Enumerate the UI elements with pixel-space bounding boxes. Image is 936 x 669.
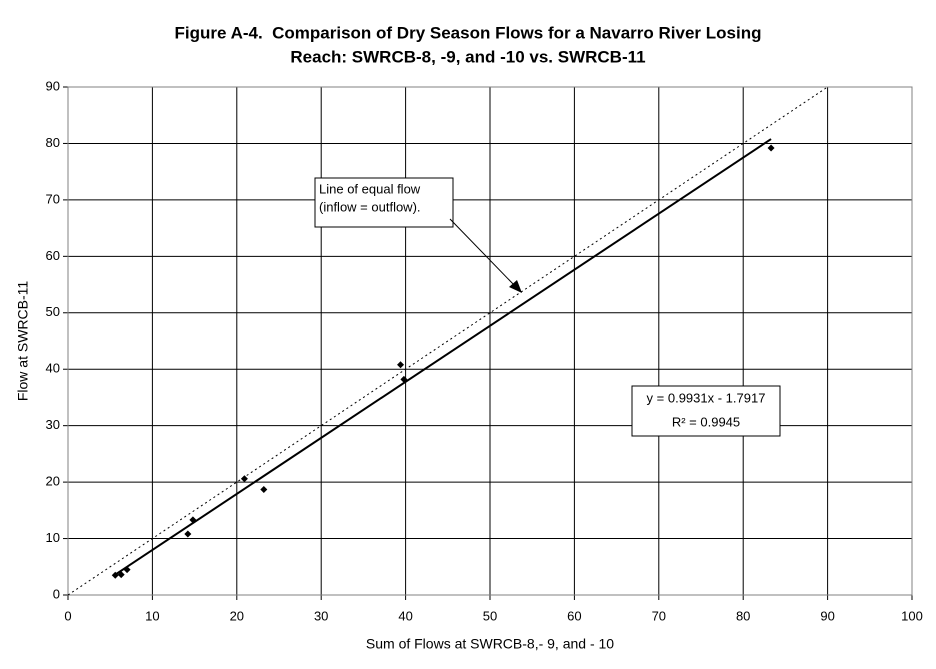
x-tick-label: 60 xyxy=(567,608,581,623)
x-tick-label: 90 xyxy=(820,608,834,623)
x-tick-label: 10 xyxy=(145,608,159,623)
x-tick-label: 50 xyxy=(483,608,497,623)
data-point xyxy=(400,375,408,383)
annotation-text: Line of equal flow xyxy=(319,181,421,196)
y-tick-label: 30 xyxy=(46,417,60,432)
chart-title: Reach: SWRCB-8, -9, and -10 vs. SWRCB-11 xyxy=(290,47,645,66)
y-tick-label: 70 xyxy=(46,191,60,206)
data-point xyxy=(767,144,775,152)
trendline xyxy=(114,138,772,576)
equal-flow-line xyxy=(67,86,828,596)
trendline-equation: y = 0.9931x - 1.7917 xyxy=(647,390,766,405)
data-point xyxy=(397,361,405,369)
x-tick-label: 0 xyxy=(64,608,71,623)
y-tick-label: 80 xyxy=(46,135,60,150)
annotation-box xyxy=(314,177,454,228)
data-point xyxy=(240,475,248,483)
y-axis-label: Flow at SWRCB-11 xyxy=(15,281,31,402)
x-tick-label: 70 xyxy=(652,608,666,623)
x-tick-label: 100 xyxy=(901,608,923,623)
y-tick-label: 60 xyxy=(46,248,60,263)
x-tick-label: 30 xyxy=(314,608,328,623)
plot-border xyxy=(67,86,913,596)
y-tick-label: 20 xyxy=(46,474,60,489)
chart-title: Figure A-4. Comparison of Dry Season Flo… xyxy=(175,23,762,42)
data-point xyxy=(184,530,192,538)
data-point xyxy=(189,516,197,524)
x-tick-label: 40 xyxy=(398,608,412,623)
y-tick-label: 40 xyxy=(46,361,60,376)
annotation-arrow xyxy=(449,218,517,288)
x-tick-label: 80 xyxy=(736,608,750,623)
data-point xyxy=(260,485,268,493)
data-point xyxy=(117,571,125,579)
y-tick-label: 10 xyxy=(46,530,60,545)
annotation-text: (inflow = outflow). xyxy=(319,199,421,214)
data-point xyxy=(123,566,131,574)
x-tick-label: 20 xyxy=(230,608,244,623)
y-tick-label: 0 xyxy=(53,586,60,601)
trendline-r-squared: R² = 0.9945 xyxy=(672,414,740,429)
y-tick-label: 50 xyxy=(46,304,60,319)
data-point xyxy=(111,571,119,579)
arrow-head xyxy=(509,280,522,293)
equation-box xyxy=(631,385,781,437)
y-tick-label: 90 xyxy=(46,78,60,93)
x-axis-label: Sum of Flows at SWRCB-8,- 9, and - 10 xyxy=(366,636,614,652)
